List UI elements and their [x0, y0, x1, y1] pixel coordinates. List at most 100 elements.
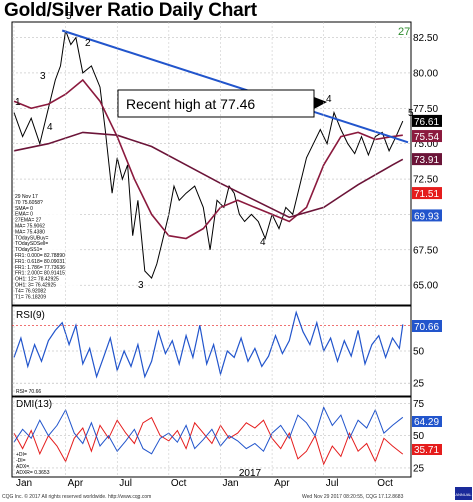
price-panel: 82.5080.0077.5075.0072.5070.0067.5065.00…	[11, 11, 442, 306]
price-tick-label: 80.00	[413, 68, 438, 79]
info-box-line: FR1: 0.000= 82.78890	[15, 253, 65, 259]
wave-label: 1	[15, 97, 21, 108]
price-series-line	[13, 78, 403, 240]
rsi-panel: RSI(9) 50 25 70.66 RSI= 70.66	[11, 305, 442, 397]
x-tick-label: Oct	[377, 478, 393, 489]
trendline	[61, 29, 409, 144]
dmi-grid	[12, 403, 411, 469]
dmi-y-axis: 75 50 25	[413, 399, 425, 475]
wave-label: 3	[40, 71, 46, 82]
wave-label: 4	[326, 94, 332, 105]
price-series-line	[13, 131, 404, 219]
info-box-line: 29 Nov 17	[15, 194, 38, 200]
annotation-text: Recent high at 77.46	[126, 96, 255, 112]
minus-di-line	[13, 416, 404, 466]
rsi-tag-bg	[412, 320, 442, 332]
price-tick-label: 77.50	[413, 104, 438, 115]
x-tick-label: Jan	[222, 478, 238, 489]
plus-di-tag-bg	[412, 416, 442, 427]
value-tag-text: 76.61	[414, 117, 439, 128]
info-box-line: 70 75.6058?	[15, 200, 43, 206]
info-box-line: 27EMA= 27	[15, 218, 41, 224]
dmi-panel-frame	[11, 396, 412, 478]
logo-text: ANNUAL	[455, 492, 472, 497]
page-title: Gold/Silver Ratio Daily Chart	[4, 0, 257, 21]
dmi-info: +DI=	[16, 452, 27, 458]
rsi-grid	[12, 324, 411, 384]
annotation-arrow	[314, 97, 327, 109]
dmi-tick-label: 75	[413, 399, 425, 410]
value-tags: 76.61 75.54 73.91 71.51 69.93	[412, 114, 442, 222]
price-tick-label: 65.00	[413, 281, 438, 292]
info-box-line: MA= 75.9062	[15, 224, 45, 230]
value-tag-bg	[412, 153, 442, 166]
info-box-line: T1= 76.18209	[15, 294, 46, 300]
info-box-line: TOdaySUBuy=	[15, 235, 48, 241]
rsi-line	[13, 310, 404, 379]
wave-label: 2	[85, 38, 91, 49]
corner-number: 27	[398, 26, 410, 38]
dmi-info: -DI=	[16, 458, 26, 464]
info-box-line: MA= 75.4380	[15, 229, 45, 235]
rsi-tag-text: 70.66	[414, 322, 439, 333]
wave-label: 4	[260, 237, 266, 248]
info-box-line: OH1: 3= 76.42925	[15, 283, 56, 289]
dmi-tick-label: 25	[413, 463, 425, 474]
plus-di-line	[13, 405, 404, 455]
dmi-label: DMI(13)	[16, 399, 52, 410]
price-tick-label: 75.00	[413, 139, 438, 150]
info-box-line: FR1: 1.786= 77.73636	[15, 265, 65, 271]
dmi-info: ADXR= 0.3653	[16, 470, 50, 476]
dmi-tick-label: 50	[413, 431, 425, 442]
x-tick-label: Jul	[326, 478, 339, 489]
minus-di-tag-bg	[412, 444, 442, 455]
footer-right: Wed Nov 29 2017 08:20:55, CQG 17.12.8683	[302, 494, 404, 500]
price-series-line	[13, 30, 404, 280]
price-series-group	[13, 30, 404, 280]
x-tick-label: Oct	[171, 478, 187, 489]
wave-label: 5	[408, 108, 414, 119]
rsi-label: RSI(9)	[16, 310, 45, 321]
wave-label: 5	[66, 11, 72, 22]
value-tag-bg	[412, 114, 442, 127]
value-tag-bg	[412, 209, 442, 222]
rsi-info: RSI= 70.66	[16, 389, 41, 395]
value-tag-bg	[412, 187, 442, 200]
value-tag-text: 69.93	[414, 211, 439, 222]
info-box-line: SMA= 0	[15, 206, 33, 212]
plus-di-tag: 64.29	[412, 416, 442, 428]
rsi-tick-label: 50	[413, 347, 425, 358]
info-box-line: EMA= 0	[15, 212, 33, 218]
logo-bg	[455, 487, 472, 500]
info-box-line: T4= 76.92082	[15, 288, 46, 294]
price-tick-label: 72.50	[413, 175, 438, 186]
x-axis: Jan Apr Jul Oct Jan Apr Jul Oct	[13, 22, 393, 489]
price-tick-label: 67.50	[413, 245, 438, 256]
year-label: 2017	[239, 468, 262, 479]
price-tick-label: 82.50	[413, 33, 438, 44]
wave-label: 3	[138, 280, 144, 291]
x-tick-label: Apr	[68, 478, 84, 489]
footer-left: CQG Inc. © 2017 All rights reserved worl…	[2, 493, 151, 500]
price-grid	[12, 37, 411, 286]
dmi-info: ADX=	[16, 464, 29, 470]
annotation-box	[117, 89, 315, 118]
x-tick-label: Jan	[16, 478, 32, 489]
rsi-y-axis: 50 25	[413, 347, 425, 390]
value-tag-text: 75.54	[414, 132, 439, 143]
annual-logo: ANNUAL	[455, 487, 472, 500]
minus-di-tag-text: 35.71	[414, 445, 439, 456]
annotation-callout: Recent high at 77.46	[117, 89, 327, 118]
plus-di-tag-text: 64.29	[414, 417, 439, 428]
dmi-panel: DMI(13) 75 50 25 64.29 35.71 +DI= -DI= ADX…	[11, 396, 442, 478]
info-box-bg	[13, 192, 79, 304]
info-box-line: FR1: 0.618= 80.09031	[15, 259, 65, 265]
value-tag-text: 71.51	[414, 189, 439, 200]
rsi-value-tag: 70.66	[412, 320, 442, 333]
info-box-line: TOdaySS1=	[15, 247, 42, 253]
rsi-tick-label: 25	[413, 379, 425, 390]
x-tick-label: Apr	[274, 478, 290, 489]
minus-di-tag: 35.71	[412, 444, 442, 456]
